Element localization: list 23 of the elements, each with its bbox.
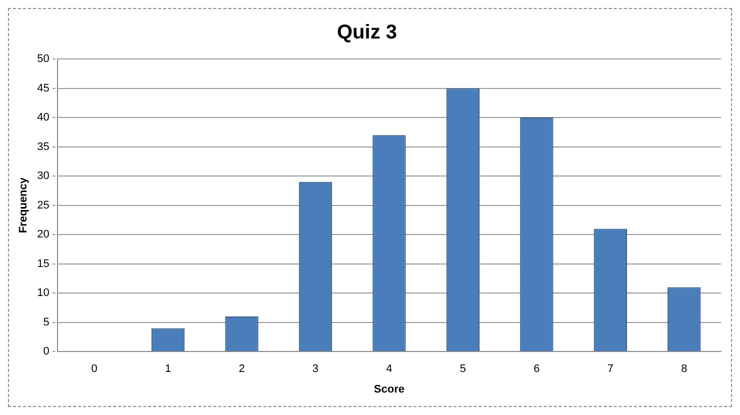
- x-tick-label: 0: [91, 363, 98, 376]
- x-tick-label: 5: [460, 363, 466, 376]
- y-tick-label: 25: [37, 199, 50, 212]
- y-axis-title: Frequency: [18, 176, 30, 234]
- y-tick-label: 50: [37, 53, 50, 66]
- y-tick-label: 5: [43, 316, 50, 328]
- y-tick-label: 10: [37, 287, 50, 300]
- y-tick-label: 0: [43, 346, 50, 358]
- x-tick-label: 1: [164, 363, 172, 376]
- chart-title: Quiz 3: [336, 22, 398, 44]
- y-tick-label: 20: [37, 228, 50, 241]
- x-tick-label: 3: [312, 363, 319, 376]
- x-tick-label: 7: [607, 363, 614, 376]
- y-tick-label: 15: [37, 258, 50, 270]
- x-axis-title: Score: [374, 383, 405, 396]
- x-tick-label: 8: [681, 363, 688, 376]
- y-tick-label: 30: [37, 170, 50, 182]
- y-tick-label: 45: [37, 82, 50, 94]
- x-tick-label: 4: [386, 363, 392, 376]
- x-tick-label: 2: [238, 363, 245, 376]
- x-tick-label: 6: [534, 363, 540, 376]
- y-tick-label: 40: [37, 112, 50, 124]
- y-tick-label: 35: [37, 140, 50, 153]
